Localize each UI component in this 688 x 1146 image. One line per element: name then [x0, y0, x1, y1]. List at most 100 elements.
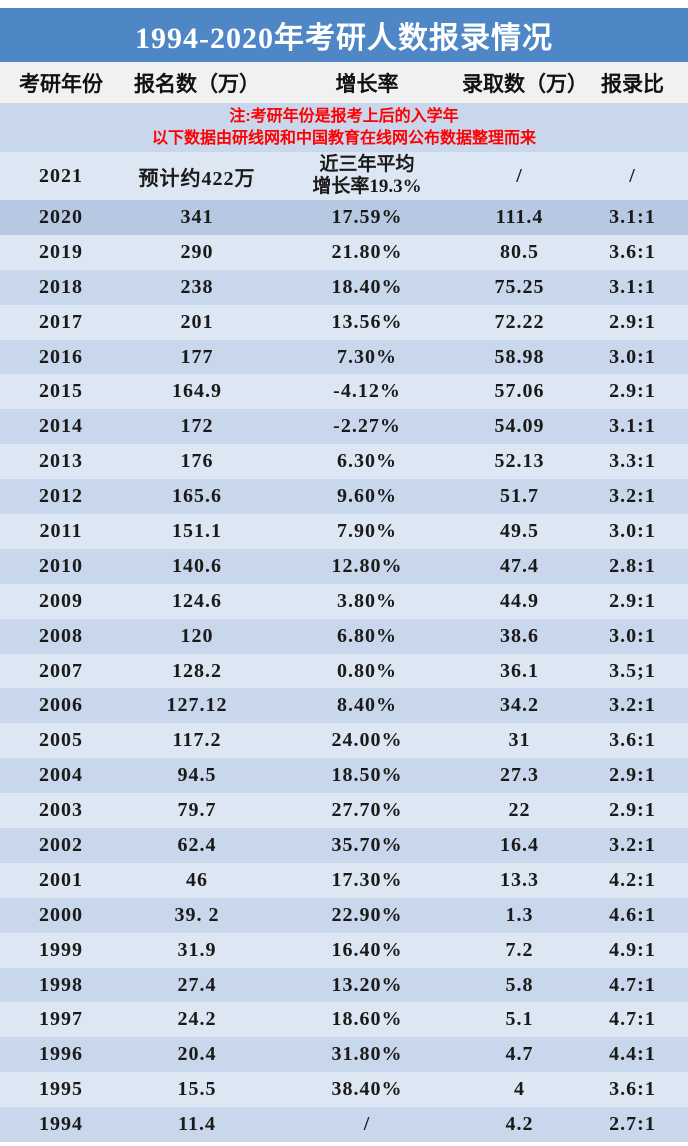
cell-year: 2004	[39, 764, 83, 787]
column-header-growth: 增长率	[335, 71, 399, 96]
cell-admitted: /	[516, 164, 523, 187]
cell-admitted: 7.2	[505, 938, 534, 961]
cell-admitted: 16.4	[500, 833, 539, 856]
cell-admitted: 36.1	[500, 659, 539, 682]
table-row: 1995 15.5 38.40% 4 3.6:1	[0, 1072, 688, 1108]
cell-ratio: 2.9:1	[609, 799, 656, 822]
table-row: 1998 27.4 13.20% 5.8 4.7:1	[0, 967, 688, 1003]
cell-applicants: 165.6	[172, 485, 222, 508]
cell-applicants: 290	[180, 240, 214, 263]
cell-growth: 0.80%	[337, 659, 397, 682]
cell-admitted: 4.2	[505, 1113, 534, 1136]
cell-ratio: 2.9:1	[609, 380, 656, 403]
cell-year: 2020	[39, 205, 83, 228]
cell-year: 2017	[39, 310, 83, 333]
cell-year: 2018	[39, 275, 83, 298]
table-row: 2020 341 17.59% 111.4 3.1:1	[0, 200, 688, 235]
cell-applicants: 79.7	[177, 799, 217, 822]
table-row: 2014 172 -2.27% 54.09 3.1:1	[0, 409, 688, 445]
cell-growth: 24.00%	[331, 729, 403, 752]
note-row: 注:考研年份是报考上后的入学年 以下数据由研线网和中国教育在线网公布数据整理而来	[0, 103, 688, 152]
growth-line-1: 近三年平均	[319, 154, 415, 175]
column-header-applicants: 报名数（万）	[134, 71, 260, 96]
cell-growth: 18.40%	[331, 275, 403, 298]
cell-year: 2006	[39, 694, 83, 717]
cell-year: 2012	[39, 485, 83, 508]
cell-applicants: 15.5	[177, 1078, 217, 1101]
cell-year: 1994	[39, 1113, 83, 1136]
cell-ratio: 3.0:1	[609, 624, 656, 647]
note-line-2: 以下数据由研线网和中国教育在线网公布数据整理而来	[151, 129, 536, 147]
cell-growth: 6.80%	[337, 624, 397, 647]
cell-growth: 21.80%	[331, 240, 403, 263]
table-row: 2018 238 18.40% 75.25 3.1:1	[0, 269, 688, 305]
table-row: 1994 11.4 / 4.2 2.7:1	[0, 1107, 688, 1143]
cell-applicants: 201	[180, 310, 214, 333]
cell-ratio: 3.1:1	[609, 205, 656, 228]
cell-admitted: 22	[508, 799, 531, 822]
page-title: 1994-2020年考研人数报录情况	[135, 22, 553, 55]
cell-growth: 18.50%	[331, 764, 403, 787]
cell-growth: 17.30%	[331, 868, 403, 891]
cell-ratio: 3.1:1	[609, 415, 656, 438]
cell-ratio: 3.6:1	[609, 729, 656, 752]
cell-applicants: 31.9	[177, 938, 217, 961]
cell-year: 1996	[39, 1043, 83, 1066]
cell-admitted: 49.5	[500, 519, 539, 542]
cell-admitted: 4.7	[505, 1043, 534, 1066]
cell-ratio: 4.4:1	[609, 1043, 656, 1066]
bottom-margin-strip	[0, 1142, 688, 1146]
cell-admitted: 13.3	[500, 868, 539, 891]
cell-year: 2005	[39, 729, 83, 752]
cell-growth: 18.60%	[331, 1008, 403, 1031]
cell-growth: 7.30%	[337, 345, 397, 368]
table-row: 2017 201 13.56% 72.22 2.9:1	[0, 304, 688, 340]
column-header-year: 考研年份	[19, 71, 103, 96]
cell-ratio: 4.2:1	[609, 868, 656, 891]
cell-admitted: 27.3	[500, 764, 539, 787]
cell-admitted: 5.1	[505, 1008, 534, 1031]
table-row: 2003 79.7 27.70% 22 2.9:1	[0, 793, 688, 829]
table-row: 2010 140.6 12.80% 47.4 2.8:1	[0, 548, 688, 584]
table-row: 2008 120 6.80% 38.6 3.0:1	[0, 618, 688, 654]
cell-growth: 6.30%	[337, 450, 397, 473]
cell-growth: 16.40%	[331, 938, 403, 961]
cell-ratio: 2.7:1	[609, 1113, 656, 1136]
cell-applicants: 164.9	[172, 380, 222, 403]
cell-year: 2008	[39, 624, 83, 647]
cell-applicants: 11.4	[178, 1113, 216, 1136]
cell-growth: -4.12%	[333, 380, 401, 403]
table-row: 1996 20.4 31.80% 4.7 4.4:1	[0, 1037, 688, 1073]
table-row: 2005 117.2 24.00% 31 3.6:1	[0, 723, 688, 759]
cell-applicants: 172	[180, 415, 214, 438]
cell-admitted: 58.98	[494, 345, 545, 368]
growth-line-2: 增长率19.3%	[312, 176, 422, 197]
column-header-ratio: 报录比	[601, 71, 664, 96]
cell-ratio: 3.2:1	[609, 833, 656, 856]
cell-ratio: 4.9:1	[609, 938, 656, 961]
cell-applicants: 177	[180, 345, 214, 368]
cell-ratio: 4.7:1	[609, 1008, 656, 1031]
cell-ratio: 3.0:1	[609, 345, 656, 368]
cell-growth: 12.80%	[331, 554, 403, 577]
table-row: 2004 94.5 18.50% 27.3 2.9:1	[0, 758, 688, 794]
cell-applicants: 176	[180, 450, 214, 473]
cell-ratio: 3.5;1	[609, 659, 656, 682]
cell-year: 2021	[39, 164, 83, 187]
cell-year: 1999	[39, 938, 83, 961]
cell-growth: 31.80%	[331, 1043, 403, 1066]
table-row: 2000 39. 2 22.90% 1.3 4.6:1	[0, 897, 688, 933]
cell-ratio: /	[629, 164, 636, 187]
cell-admitted: 57.06	[494, 380, 545, 403]
table-row: 2012 165.6 9.60% 51.7 3.2:1	[0, 479, 688, 515]
cell-admitted: 1.3	[505, 903, 534, 926]
table-row: 2016 177 7.30% 58.98 3.0:1	[0, 339, 688, 375]
cell-applicants: 24.2	[177, 1008, 217, 1031]
note-line-1: 注:考研年份是报考上后的入学年	[229, 107, 459, 125]
cell-ratio: 3.1:1	[609, 275, 656, 298]
table-row: 2007 128.2 0.80% 36.1 3.5;1	[0, 653, 688, 689]
cell-applicants: 128.2	[172, 659, 222, 682]
table-row: 2013 176 6.30% 52.13 3.3:1	[0, 444, 688, 480]
cell-ratio: 3.0:1	[609, 519, 656, 542]
cell-admitted: 4	[514, 1078, 525, 1101]
